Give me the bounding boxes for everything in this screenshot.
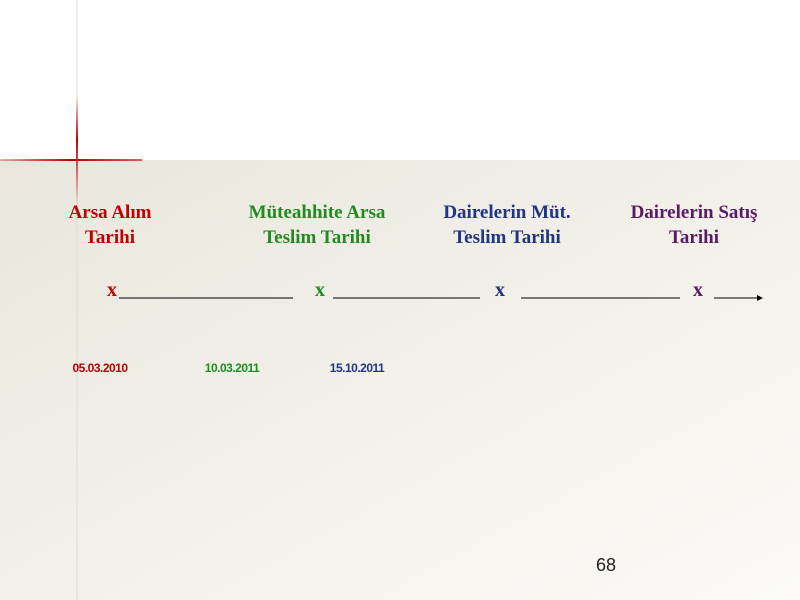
event-date: 05.03.2010	[72, 361, 128, 375]
event-title: Arsa Alım	[69, 202, 152, 223]
event-title: Tarihi	[85, 227, 135, 248]
event-date: 10.03.2011	[205, 361, 260, 375]
content-area	[0, 160, 800, 600]
decor-horizontal	[0, 159, 142, 161]
event-date: 15.10.2011	[330, 361, 385, 375]
event-title: Dairelerin Satış	[631, 202, 758, 223]
event-title: Teslim Tarihi	[263, 227, 371, 248]
decor-vertical	[76, 96, 78, 206]
event-marker: x	[693, 279, 703, 301]
page-number: 68	[596, 555, 616, 575]
event-marker: x	[107, 279, 117, 301]
event-title: Müteahhite Arsa	[249, 202, 386, 223]
event-title: Dairelerin Müt.	[443, 202, 570, 223]
event-title: Tarihi	[669, 227, 719, 248]
event-marker: x	[315, 279, 325, 301]
event-marker: x	[495, 279, 505, 301]
event-title: Teslim Tarihi	[453, 227, 561, 248]
